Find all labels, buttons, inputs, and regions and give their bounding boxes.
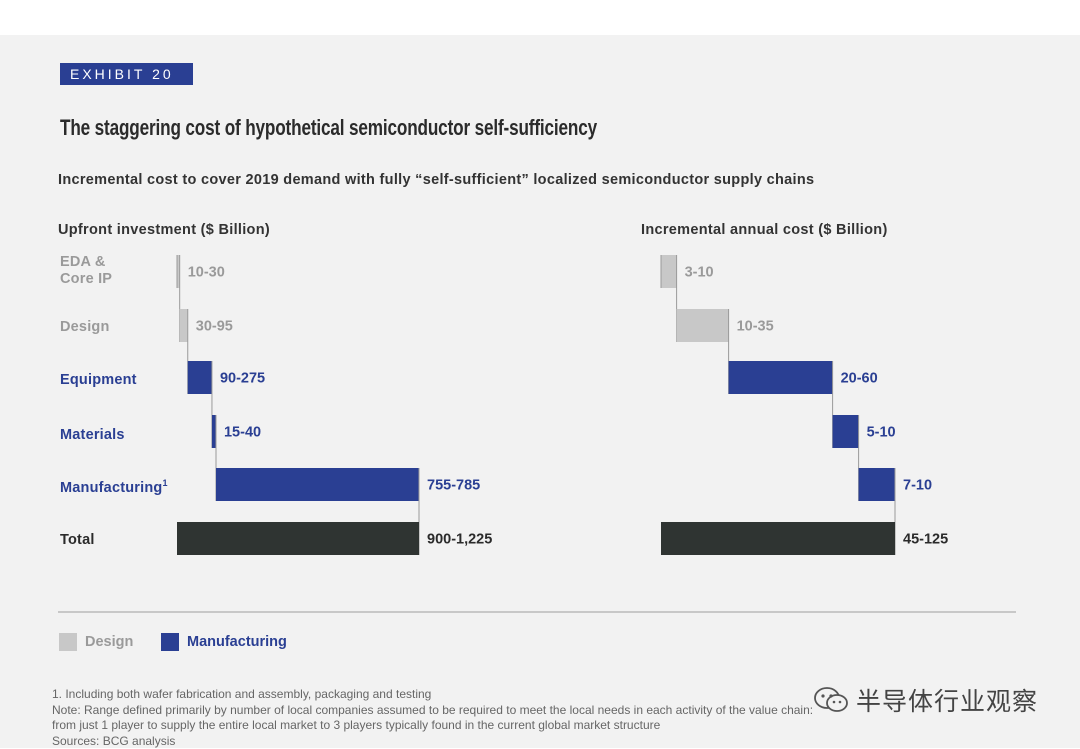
- bar-upfront-2: [188, 361, 212, 394]
- bar-annual-4: [859, 468, 895, 501]
- legend-label-manufacturing: Manufacturing: [187, 634, 287, 650]
- footnote-note: Note: Range defined primarily by number …: [52, 703, 813, 719]
- legend-item-design: Design: [59, 633, 133, 651]
- value-label-upfront-5: 900-1,225: [427, 532, 492, 548]
- watermark: 半导体行业观察: [812, 682, 1038, 718]
- legend-swatch-manufacturing: [161, 633, 179, 651]
- value-label-upfront-0: 10-30: [188, 265, 225, 281]
- divider-line: [58, 611, 1016, 613]
- bar-upfront-4: [216, 468, 419, 501]
- legend-label-design: Design: [85, 634, 133, 650]
- bar-upfront-1: [180, 309, 188, 342]
- footnote-1: 1. Including both wafer fabrication and …: [52, 687, 813, 703]
- footnotes: 1. Including both wafer fabrication and …: [52, 687, 813, 749]
- bar-upfront-3: [212, 415, 216, 448]
- bar-annual-5: [661, 522, 895, 555]
- value-label-annual-5: 45-125: [903, 532, 948, 548]
- bar-annual-0: [661, 255, 677, 288]
- bar-annual-1: [677, 309, 729, 342]
- bar-annual-3: [833, 415, 859, 448]
- value-label-annual-3: 5-10: [867, 425, 896, 441]
- value-label-annual-2: 20-60: [841, 371, 878, 387]
- wechat-icon: [812, 685, 850, 715]
- value-label-upfront-4: 755-785: [427, 478, 480, 494]
- value-label-upfront-1: 30-95: [196, 319, 233, 335]
- value-label-annual-0: 3-10: [685, 265, 714, 281]
- value-label-upfront-3: 15-40: [224, 425, 261, 441]
- footnote-sources: Sources: BCG analysis: [52, 734, 813, 749]
- bar-annual-2: [729, 361, 833, 394]
- legend-item-manufacturing: Manufacturing: [161, 633, 287, 651]
- value-label-annual-1: 10-35: [737, 319, 774, 335]
- value-label-upfront-2: 90-275: [220, 371, 265, 387]
- page-background: EXHIBIT 20 The staggering cost of hypoth…: [0, 35, 1080, 748]
- footnote-note-cont: from just 1 player to supply the entire …: [52, 718, 813, 734]
- legend-swatch-design: [59, 633, 77, 651]
- watermark-text: 半导体行业观察: [856, 682, 1038, 718]
- bar-upfront-5: [177, 522, 419, 555]
- value-label-annual-4: 7-10: [903, 478, 932, 494]
